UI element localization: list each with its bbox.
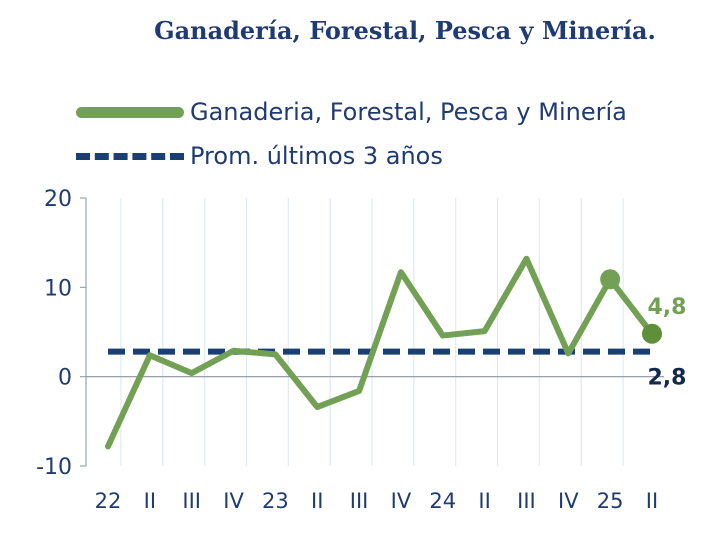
- x-tick-label: II: [311, 489, 323, 513]
- x-tick-label: III: [350, 489, 369, 513]
- series-layer: [105, 255, 662, 450]
- data-label-average-value: 2,8: [648, 366, 687, 391]
- data-point-last: [642, 323, 662, 344]
- grid-lines: [120, 198, 624, 466]
- x-tick-label: III: [517, 489, 536, 513]
- legend-label-average: Prom. últimos 3 años: [190, 142, 443, 170]
- x-tick-label: 22: [95, 489, 122, 513]
- x-tick-label: 23: [262, 489, 289, 513]
- legend-swatch-solid: [76, 106, 184, 118]
- x-tick-label: IV: [223, 489, 244, 513]
- x-tick-label: II: [478, 489, 490, 513]
- x-tick-label: II: [144, 489, 156, 513]
- legend-label-series: Ganaderia, Forestal, Pesca y Minería: [190, 98, 627, 126]
- series-line-main: [105, 255, 655, 450]
- y-tick-label: 0: [58, 366, 72, 391]
- labels-layer: 4,8 2,8: [648, 295, 687, 391]
- x-tick-label: IV: [558, 489, 579, 513]
- x-tick-label: II: [646, 489, 658, 513]
- legend-entry-series: Ganaderia, Forestal, Pesca y Minería: [76, 90, 627, 134]
- x-tick-label: III: [182, 489, 201, 513]
- x-tick-label: 24: [429, 489, 456, 513]
- legend-swatch-dashed: [76, 152, 184, 160]
- y-tick-label: 20: [44, 187, 72, 212]
- y-tick-label: -10: [36, 455, 72, 480]
- data-point-highlight: [600, 269, 621, 290]
- chart-title: Ganadería, Forestal, Pesca y Minería.: [154, 16, 656, 45]
- data-label-last-value: 4,8: [648, 295, 687, 320]
- x-tick-label: 25: [597, 489, 624, 513]
- legend-entry-average: Prom. últimos 3 años: [76, 134, 627, 178]
- x-tick-label: IV: [391, 489, 412, 513]
- legend: Ganaderia, Forestal, Pesca y Minería Pro…: [76, 90, 627, 178]
- y-tick-label: 10: [44, 276, 72, 301]
